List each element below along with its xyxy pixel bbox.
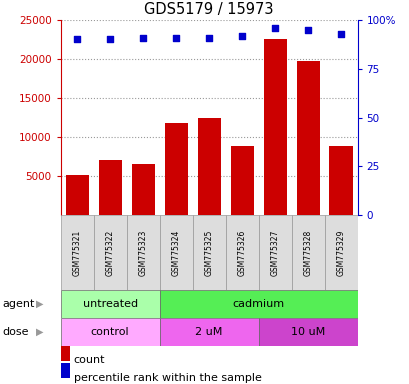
Point [173, 35, 179, 41]
Point [205, 35, 212, 41]
Text: control: control [91, 327, 129, 337]
Text: GSM775321: GSM775321 [72, 229, 81, 276]
Bar [99, 160, 121, 215]
Bar [131, 164, 154, 215]
Bar [291, 215, 324, 290]
Text: agent: agent [2, 299, 34, 309]
Bar [164, 123, 187, 215]
Text: count: count [74, 356, 105, 366]
Bar [93, 215, 126, 290]
Text: GSM775323: GSM775323 [138, 229, 147, 276]
Bar [324, 215, 357, 290]
Bar [258, 215, 291, 290]
Text: GSM775328: GSM775328 [303, 229, 312, 276]
Bar [329, 146, 352, 215]
Bar [61, 318, 159, 346]
Point [271, 25, 278, 31]
Text: ▶: ▶ [36, 299, 44, 309]
Point [238, 33, 245, 39]
Text: 10 uM: 10 uM [290, 327, 324, 337]
Bar [61, 215, 93, 290]
Text: ▶: ▶ [36, 327, 44, 337]
Text: GSM775322: GSM775322 [106, 229, 115, 276]
Text: GSM775325: GSM775325 [204, 229, 213, 276]
Bar [126, 215, 159, 290]
Bar [61, 290, 159, 318]
Bar [230, 146, 253, 215]
Bar [258, 318, 357, 346]
Point [139, 35, 146, 41]
Text: dose: dose [2, 327, 29, 337]
Text: GSM775326: GSM775326 [237, 229, 246, 276]
Bar [263, 40, 286, 215]
Text: untreated: untreated [82, 299, 137, 309]
Text: GSM775327: GSM775327 [270, 229, 279, 276]
Bar [197, 118, 220, 215]
Text: GSM775329: GSM775329 [336, 229, 345, 276]
Bar [159, 290, 357, 318]
Bar [225, 215, 258, 290]
Bar [159, 318, 258, 346]
Text: 2 uM: 2 uM [195, 327, 222, 337]
Point [304, 26, 310, 33]
Text: percentile rank within the sample: percentile rank within the sample [74, 372, 261, 382]
Bar [192, 215, 225, 290]
Title: GDS5179 / 15973: GDS5179 / 15973 [144, 2, 273, 17]
Point [74, 36, 80, 43]
Bar [296, 61, 319, 215]
Text: GSM775324: GSM775324 [171, 229, 180, 276]
Bar [65, 175, 88, 215]
Text: cadmium: cadmium [232, 299, 284, 309]
Point [107, 36, 113, 43]
Point [337, 31, 344, 37]
Bar [159, 215, 192, 290]
